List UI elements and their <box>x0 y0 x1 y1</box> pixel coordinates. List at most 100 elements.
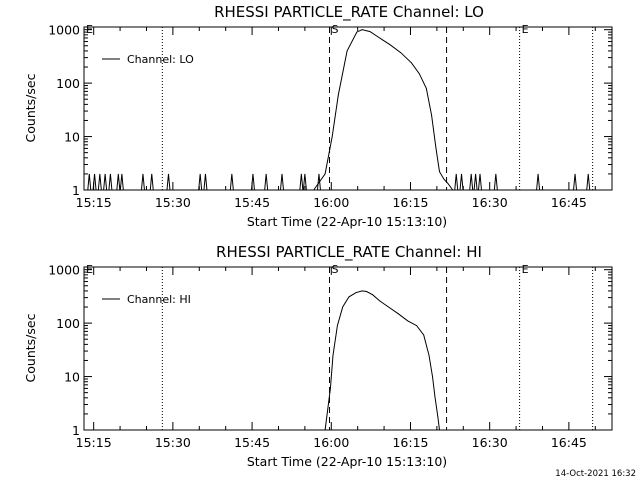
axis-ticks-hi: 15:15 15:30 15:45 16:00 16:15 16:30 16:45 1 10 10… <box>48 263 612 450</box>
series-point <box>361 290 363 292</box>
noise-spike <box>536 173 541 191</box>
y-tick-label: 100 <box>56 76 80 91</box>
edge-marker-label: E <box>86 263 93 276</box>
noise-spike <box>264 173 269 191</box>
series-point <box>434 397 436 399</box>
time-marker-label: E <box>522 263 529 276</box>
series-group-lo <box>87 29 591 191</box>
y-axis-label-lo: Counts/sec <box>23 73 38 142</box>
series-point <box>431 114 432 116</box>
time-marker-label: S <box>332 263 339 276</box>
series-point <box>366 291 367 292</box>
series-point <box>361 29 363 31</box>
noise-spike <box>473 173 478 191</box>
noise-spike <box>87 173 92 191</box>
legend-label-lo: Channel: LO <box>127 53 194 66</box>
y-tick-label: 1000 <box>48 23 80 38</box>
series-point <box>425 87 427 89</box>
series-point <box>407 320 409 322</box>
edge-marker-label: E <box>86 23 93 36</box>
panel-hi: RHESSI PARTICLE_RATE Channel: HI Counts/… <box>23 243 613 469</box>
x-tick-label: 16:45 <box>551 195 587 210</box>
series-point <box>452 189 454 191</box>
series-point <box>418 73 420 75</box>
x-tick-label: 15:15 <box>76 435 112 450</box>
noise-spike <box>119 173 124 191</box>
time-marker-label: E <box>522 23 529 36</box>
legend-lo: Channel: LO <box>102 53 194 66</box>
axis-ticks-lo: 15:15 15:30 15:45 16:00 16:15 16:30 16:45 1 10 10… <box>48 23 612 210</box>
y-tick-label: 100 <box>56 316 80 331</box>
noise-spike <box>108 173 113 191</box>
noise-spike <box>586 173 591 191</box>
series-point <box>313 189 315 191</box>
series-point <box>379 300 381 302</box>
x-axis-label-lo: Start Time (22-Apr-10 15:13:10) <box>247 214 447 229</box>
noise-spike <box>116 173 121 191</box>
chart-title-lo: RHESSI PARTICLE_RATE Channel: LO <box>214 3 484 22</box>
series-point <box>388 306 389 308</box>
legend-label-hi: Channel: HI <box>127 293 191 306</box>
y-tick-label: 10 <box>64 130 80 145</box>
series-point <box>379 37 381 39</box>
noise-spike <box>302 173 307 191</box>
panel-lo: RHESSI PARTICLE_RATE Channel: LO Counts/… <box>23 3 613 229</box>
noise-spike <box>103 173 108 191</box>
series-point <box>416 325 417 326</box>
x-tick-label: 16:00 <box>313 195 349 210</box>
series-point <box>332 354 334 356</box>
noise-spike <box>97 173 102 191</box>
series-point <box>330 388 331 389</box>
noise-spike <box>454 173 459 191</box>
noise-spike <box>478 173 482 191</box>
x-tick-label: 15:45 <box>234 435 270 450</box>
series-point <box>324 429 326 431</box>
y-axis-label-hi: Counts/sec <box>23 313 38 382</box>
noise-spike <box>198 173 203 191</box>
noise-spike <box>166 173 171 191</box>
noise-spike <box>149 173 154 191</box>
plot-frame-hi <box>83 266 613 431</box>
noise-spike <box>493 173 498 191</box>
footer-timestamp: 14-Oct-2021 16:32 <box>555 469 636 479</box>
x-tick-label: 15:30 <box>155 435 191 450</box>
x-tick-label: 15:30 <box>155 195 191 210</box>
x-tick-label: 16:15 <box>392 195 428 210</box>
x-tick-label: 16:30 <box>472 435 508 450</box>
noise-spike <box>203 173 208 191</box>
series-point <box>389 44 391 46</box>
series-point <box>342 306 344 308</box>
series-point <box>400 52 402 54</box>
noise-spike <box>229 173 234 191</box>
x-tick-label: 16:45 <box>551 435 587 450</box>
series-point <box>437 416 439 417</box>
noise-spike <box>140 173 145 191</box>
x-tick-label: 16:30 <box>472 195 508 210</box>
noise-spike <box>459 173 464 191</box>
noise-spike <box>469 173 474 191</box>
noise-spike <box>573 173 578 191</box>
series-point <box>372 294 373 296</box>
series-point <box>348 296 350 298</box>
series-point <box>356 31 358 33</box>
series-point <box>411 62 412 64</box>
series-point <box>324 173 326 175</box>
series-point <box>355 292 357 294</box>
plot-frame-lo <box>83 26 613 191</box>
noise-spike <box>280 173 284 191</box>
series-point <box>428 354 430 356</box>
series-point <box>369 31 371 32</box>
chart-title-hi: RHESSI PARTICLE_RATE Channel: HI <box>216 243 482 262</box>
y-tick-label: 1000 <box>48 263 80 278</box>
series-point <box>397 313 399 315</box>
series-point <box>439 429 440 431</box>
series-point <box>423 334 425 336</box>
series-point <box>432 376 433 377</box>
legend-hi: Channel: HI <box>102 293 191 306</box>
series-point <box>443 178 445 180</box>
series-line <box>324 290 440 431</box>
time-markers-hi: S EE <box>86 263 594 430</box>
time-markers-lo: S EE <box>86 23 594 190</box>
series-point <box>346 50 348 52</box>
